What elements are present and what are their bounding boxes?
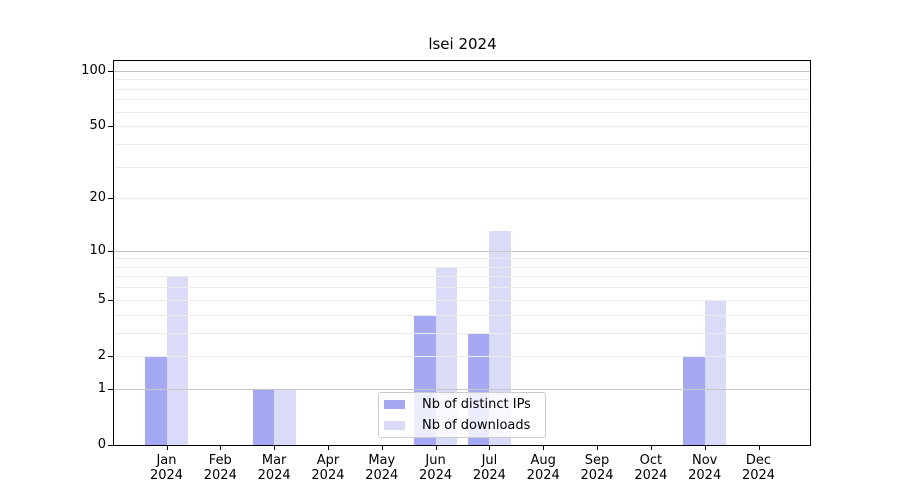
x-tick-mark <box>220 446 222 450</box>
gridline-minor <box>114 111 811 113</box>
bar-distinct-ips <box>252 388 275 445</box>
y-tick-mark <box>108 445 113 446</box>
x-tick-label: Sep 2024 <box>580 453 614 483</box>
x-tick-label: Jun 2024 <box>419 453 453 483</box>
legend-swatch-distinct-ips-icon <box>384 400 405 409</box>
y-tick-mark <box>108 70 113 72</box>
x-tick-label: May 2024 <box>365 453 399 483</box>
y-tick-label: 5 <box>97 291 106 307</box>
gridline-major <box>114 70 811 72</box>
gridline-minor <box>114 258 811 260</box>
x-tick-mark <box>489 446 491 450</box>
gridline-minor <box>114 166 811 168</box>
x-tick-label: Aug 2024 <box>526 453 560 483</box>
gridline-major <box>114 250 811 252</box>
bar-downloads <box>274 388 296 445</box>
x-tick-mark <box>597 446 599 450</box>
x-tick-label: Jan 2024 <box>149 453 184 483</box>
x-tick-label: Dec 2024 <box>741 453 776 483</box>
x-tick-label: Feb 2024 <box>203 453 237 483</box>
legend-item-downloads: Nb of downloads <box>384 417 545 435</box>
y-tick-label: 0 <box>97 437 106 452</box>
legend-item-distinct-ips: Nb of distinct IPs <box>384 396 545 414</box>
x-tick-label: Oct 2024 <box>634 453 668 483</box>
y-tick-label: 2 <box>97 347 106 363</box>
x-tick-mark <box>650 446 652 450</box>
x-tick-mark <box>543 446 545 450</box>
y-tick-label: 20 <box>89 190 106 206</box>
x-tick-label: Mar 2024 <box>257 453 291 483</box>
legend-label-downloads: Nb of downloads <box>422 417 531 433</box>
gridline-minor <box>114 266 811 268</box>
gridline-minor <box>114 355 811 357</box>
x-tick-mark <box>327 446 329 450</box>
x-tick-mark <box>166 446 168 450</box>
bar-distinct-ips <box>145 355 167 445</box>
x-tick-mark <box>274 446 276 450</box>
gridline-minor <box>114 332 811 334</box>
y-tick-label: 10 <box>89 242 106 258</box>
gridline-minor <box>114 287 811 289</box>
x-tick-mark <box>381 446 383 450</box>
gridline-minor <box>114 299 811 301</box>
y-tick-mark <box>108 388 113 390</box>
bar-distinct-ips <box>683 355 705 445</box>
gridline-minor <box>114 99 811 101</box>
legend-label-distinct-ips: Nb of distinct IPs <box>422 396 531 412</box>
bar-downloads <box>704 299 727 445</box>
gridline-major <box>114 388 811 390</box>
x-tick-label: Nov 2024 <box>688 453 722 483</box>
y-tick-mark <box>108 355 113 357</box>
y-tick-label: 50 <box>89 118 106 134</box>
x-tick-label: Apr 2024 <box>311 453 345 483</box>
gridline-minor <box>114 126 811 128</box>
y-tick-mark <box>108 299 113 301</box>
legend: Nb of distinct IPs Nb of downloads <box>378 392 546 438</box>
gridline-minor <box>114 88 811 90</box>
y-tick-label: 100 <box>81 62 106 78</box>
y-tick-mark <box>108 126 113 128</box>
x-tick-mark <box>758 446 760 450</box>
x-tick-mark <box>435 446 437 450</box>
gridline-minor <box>114 276 811 278</box>
y-tick-label: 1 <box>97 380 106 396</box>
bar-downloads <box>166 276 188 445</box>
gridline-minor <box>114 143 811 145</box>
y-tick-mark <box>108 198 113 200</box>
bar-downloads <box>489 231 511 445</box>
x-tick-mark <box>704 446 706 450</box>
y-tick-mark <box>108 250 113 252</box>
x-tick-label: Jul 2024 <box>472 453 506 483</box>
gridline-minor <box>114 79 811 81</box>
chart-title: lsei 2024 <box>428 35 497 53</box>
gridline-minor <box>114 314 811 316</box>
legend-swatch-downloads-icon <box>384 421 405 430</box>
gridline-minor <box>114 198 811 200</box>
